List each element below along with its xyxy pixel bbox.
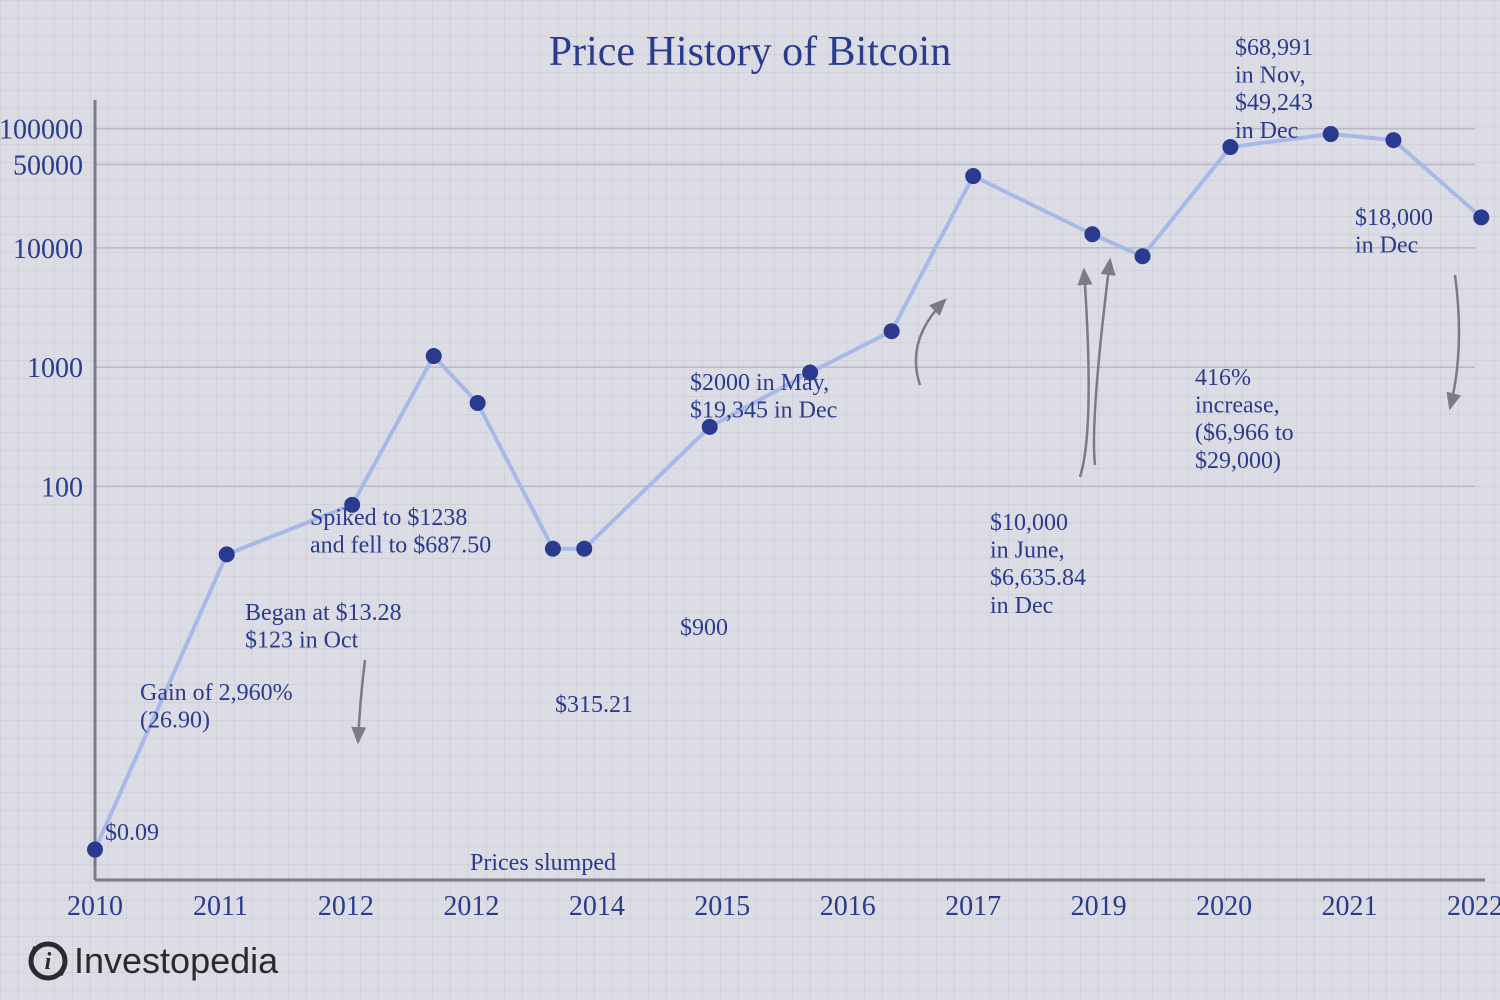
x-tick-label: 2012 [318,891,374,922]
x-tick-label: 2012 [443,891,499,922]
y-tick-label: 100000 [0,115,83,146]
annotation-a4: Prices slumped [470,850,616,876]
x-tick-label: 2010 [67,891,123,922]
data-point [219,546,235,562]
data-point [1135,248,1151,264]
annotation-a3: Spiked to $1238and fell to $687.50 [310,505,491,559]
data-point [884,323,900,339]
x-tick-label: 2016 [820,891,876,922]
x-tick-label: 2014 [569,891,625,922]
x-tick-label: 2011 [193,891,248,922]
y-tick-label: 100 [41,472,83,503]
price-history-chart: 100 1000 10000 50000 100000 2010 2011 2012 2012 2… [0,0,1500,1000]
grid-pattern [0,0,1500,1000]
data-point [1473,209,1489,225]
y-tick-label: 1000 [27,353,83,384]
data-point [87,842,103,858]
annotation-a7: $2000 in May,$19,345 in Dec [690,370,837,424]
data-point [576,541,592,557]
x-tick-label: 2022 [1447,891,1500,922]
data-point [1385,132,1401,148]
x-tick-label: 2017 [945,891,1001,922]
data-point [965,168,981,184]
annotation-a6: $900 [680,615,728,641]
y-tick-label: 10000 [13,234,83,265]
brand-icon-char: i [45,949,52,975]
x-tick-label: 2015 [694,891,750,922]
data-point [470,395,486,411]
y-tick-label: 50000 [13,150,83,181]
data-point [545,541,561,557]
x-tick-label: 2020 [1196,891,1252,922]
chart-title: Price History of Bitcoin [549,29,951,75]
brand-name: Investopedia [74,940,279,981]
x-tick-label: 2019 [1071,891,1127,922]
data-point [1084,226,1100,242]
data-point [426,348,442,364]
chart-container: 100 1000 10000 50000 100000 2010 2011 2012 2012 2… [0,0,1500,1000]
annotation-a0: $0.09 [105,820,159,846]
x-tick-label: 2021 [1322,891,1378,922]
data-point [1323,126,1339,142]
annotation-a5: $315.21 [555,692,633,718]
